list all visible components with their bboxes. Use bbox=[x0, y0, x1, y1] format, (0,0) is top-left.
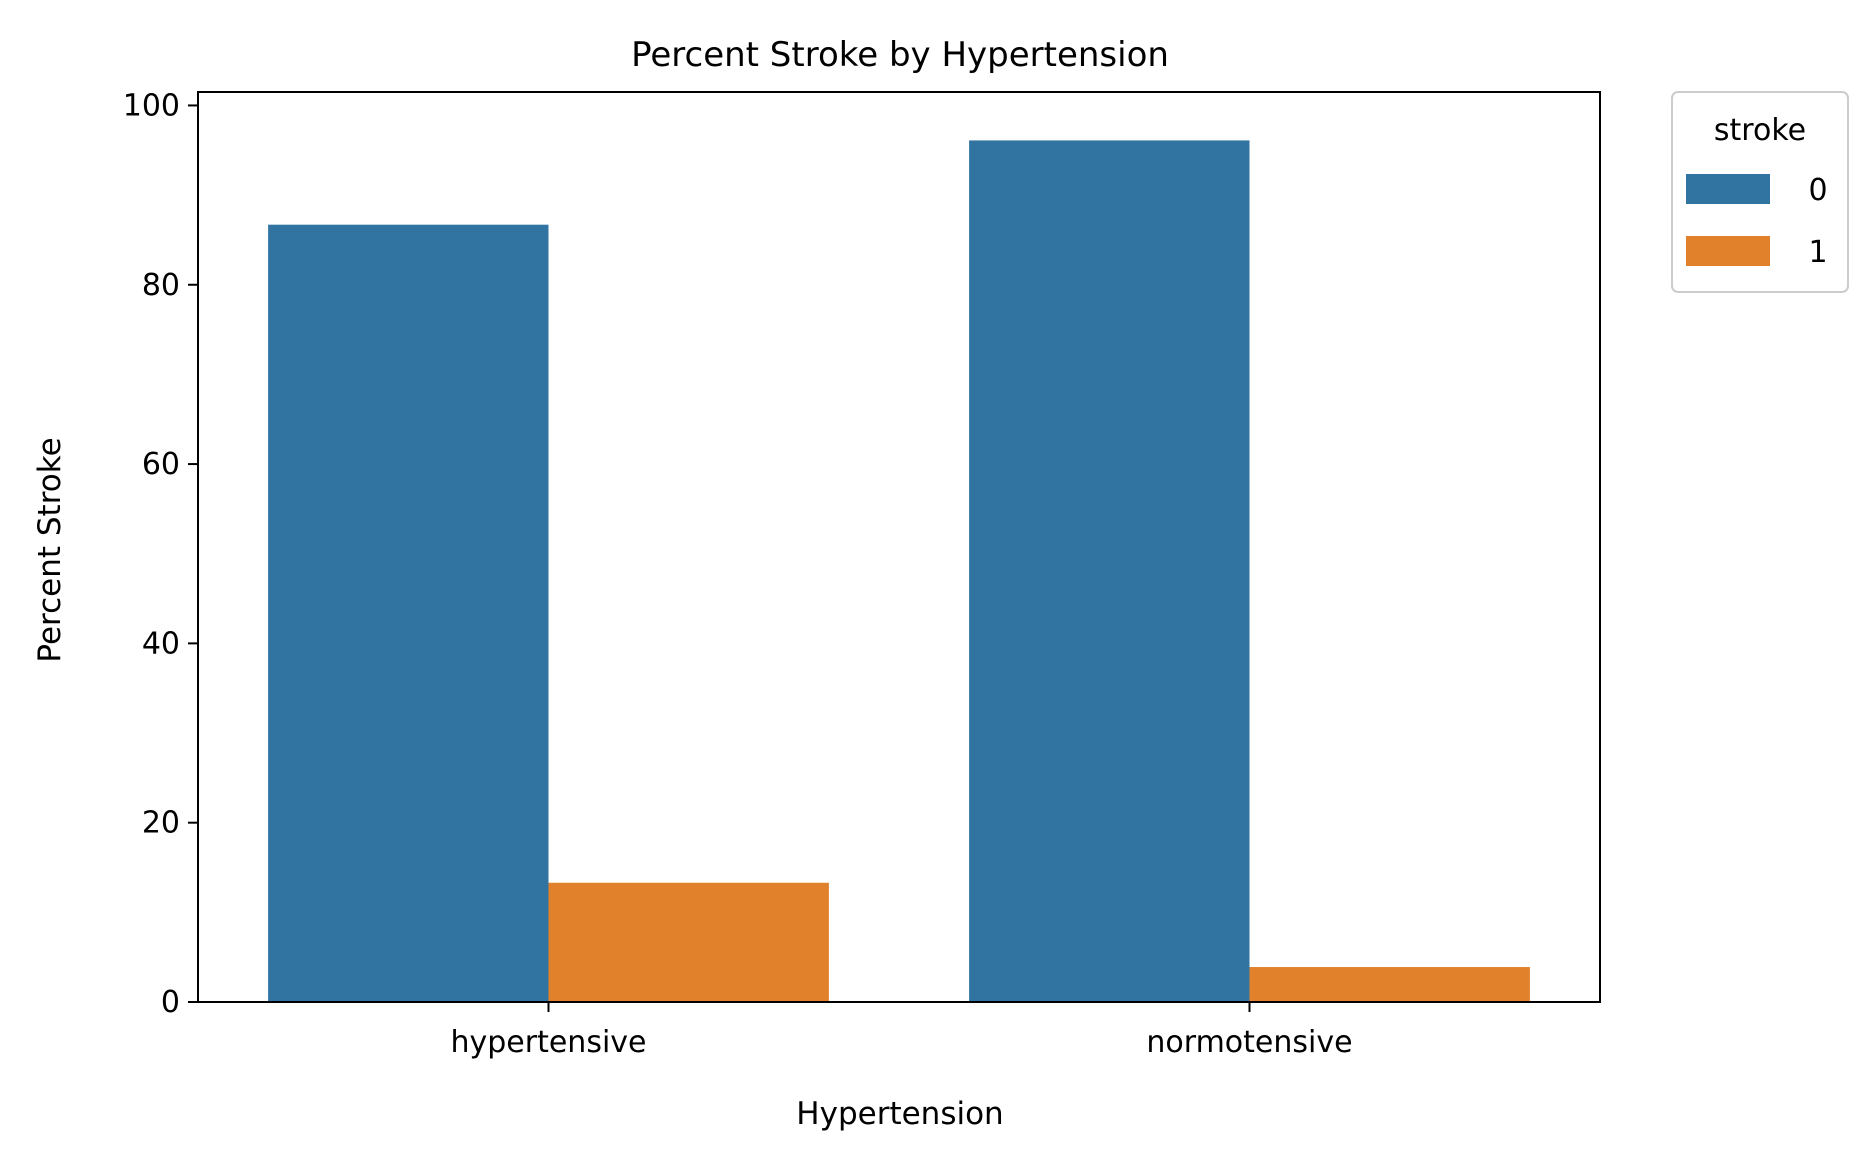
legend-swatch-stroke-0 bbox=[1686, 174, 1770, 204]
y-tick-label: 0 bbox=[161, 985, 180, 1020]
plot-frame bbox=[197, 91, 1601, 1003]
bars-group bbox=[268, 140, 1530, 1003]
legend-title: stroke bbox=[1714, 113, 1806, 148]
bar-normotensive-stroke-0 bbox=[969, 140, 1250, 1002]
legend-label-stroke-0: 0 bbox=[1808, 173, 1827, 208]
bar-hypertensive-stroke-0 bbox=[268, 224, 549, 1003]
bar-normotensive-stroke-1 bbox=[1249, 967, 1530, 1002]
legend-items: 01 bbox=[1686, 173, 1828, 270]
x-axis-label: Hypertension bbox=[796, 1096, 1003, 1132]
y-axis-label: Percent Stroke bbox=[32, 437, 68, 662]
chart-title: Percent Stroke by Hypertension bbox=[631, 35, 1169, 75]
legend-label-stroke-1: 1 bbox=[1808, 235, 1827, 270]
y-tick-label: 100 bbox=[123, 88, 180, 123]
bar-hypertensive-stroke-1 bbox=[548, 882, 829, 1002]
y-tick-label: 60 bbox=[142, 447, 180, 482]
legend-swatch-stroke-1 bbox=[1686, 236, 1770, 266]
y-axis-ticks: 0 20 40 60 80 100 bbox=[123, 88, 198, 1020]
y-tick-label: 20 bbox=[142, 806, 180, 841]
y-tick-label: 40 bbox=[142, 626, 180, 661]
x-axis-ticks: hypertensive normotensive bbox=[450, 1002, 1353, 1060]
x-tick-label: normotensive bbox=[1146, 1025, 1352, 1060]
y-tick-label: 80 bbox=[142, 268, 180, 303]
x-tick-label: hypertensive bbox=[450, 1025, 646, 1060]
legend: stroke 01 bbox=[1671, 91, 1849, 293]
